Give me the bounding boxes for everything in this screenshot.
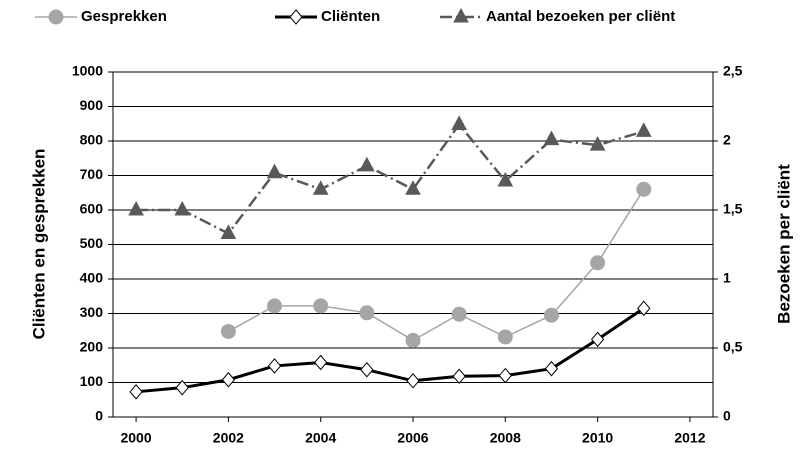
marker	[174, 200, 191, 216]
x-tick-label: 2008	[490, 430, 521, 446]
marker	[453, 7, 469, 23]
legend-label: Aantal bezoeken per cliënt	[486, 8, 675, 25]
marker	[406, 373, 420, 389]
y2-tick-label: 0	[723, 408, 731, 424]
marker	[452, 368, 466, 385]
marker	[543, 307, 559, 323]
marker	[129, 384, 143, 400]
marker	[451, 306, 467, 322]
y2-tick-label: 2,5	[723, 63, 743, 79]
x-tick-label: 2004	[305, 430, 336, 446]
marker	[636, 181, 652, 197]
marker	[267, 358, 282, 374]
marker	[405, 332, 421, 348]
marker	[175, 379, 189, 396]
marker	[589, 136, 606, 151]
legend-label: Cliënten	[321, 8, 380, 25]
y-tick-label: 500	[80, 235, 104, 251]
marker	[359, 156, 375, 172]
y-tick-label: 300	[80, 304, 104, 320]
y2-tick-label: 1	[723, 270, 731, 286]
marker	[267, 298, 283, 314]
marker	[360, 361, 374, 378]
y-tick-label: 0	[95, 408, 103, 424]
marker	[451, 115, 467, 130]
y-tick-label: 1000	[72, 63, 103, 79]
series-line	[228, 188, 645, 342]
marker	[128, 200, 144, 216]
x-tick-label: 2000	[120, 430, 151, 446]
series-line	[136, 122, 645, 236]
marker	[590, 255, 606, 271]
y2-tick-label: 1,5	[723, 201, 743, 217]
y2-axis-title: Bezoeken per cliënt	[774, 164, 793, 324]
marker	[48, 9, 64, 25]
marker	[637, 300, 651, 317]
x-tick-label: 2010	[582, 430, 613, 446]
marker	[289, 9, 303, 25]
y2-tick-label: 2	[723, 132, 731, 148]
marker	[312, 180, 329, 195]
marker	[497, 329, 513, 345]
marker	[498, 367, 512, 384]
marker	[590, 331, 605, 348]
y-tick-label: 400	[80, 270, 104, 286]
y-axis-title: Cliënten en gesprekken	[29, 149, 48, 340]
marker	[220, 323, 236, 339]
marker	[497, 171, 514, 187]
y-tick-label: 200	[80, 339, 104, 355]
marker	[359, 305, 375, 321]
marker	[221, 371, 236, 388]
x-tick-label: 2006	[397, 430, 428, 446]
marker	[313, 298, 329, 314]
marker	[220, 224, 237, 239]
marker	[544, 360, 559, 377]
y-tick-label: 100	[80, 373, 104, 389]
x-tick-label: 2002	[213, 430, 244, 446]
marker	[543, 130, 560, 146]
marker	[405, 180, 421, 195]
y-tick-label: 800	[80, 132, 104, 148]
y-tick-label: 900	[80, 97, 104, 113]
series-line	[135, 307, 645, 394]
marker	[314, 354, 328, 371]
x-tick-label: 2012	[674, 430, 705, 446]
marker	[266, 163, 283, 179]
y-tick-label: 600	[80, 201, 104, 217]
y-tick-label: 700	[80, 166, 104, 182]
y2-tick-label: 0,5	[723, 339, 743, 355]
legend-label: Gesprekken	[81, 8, 167, 25]
marker	[635, 122, 652, 137]
